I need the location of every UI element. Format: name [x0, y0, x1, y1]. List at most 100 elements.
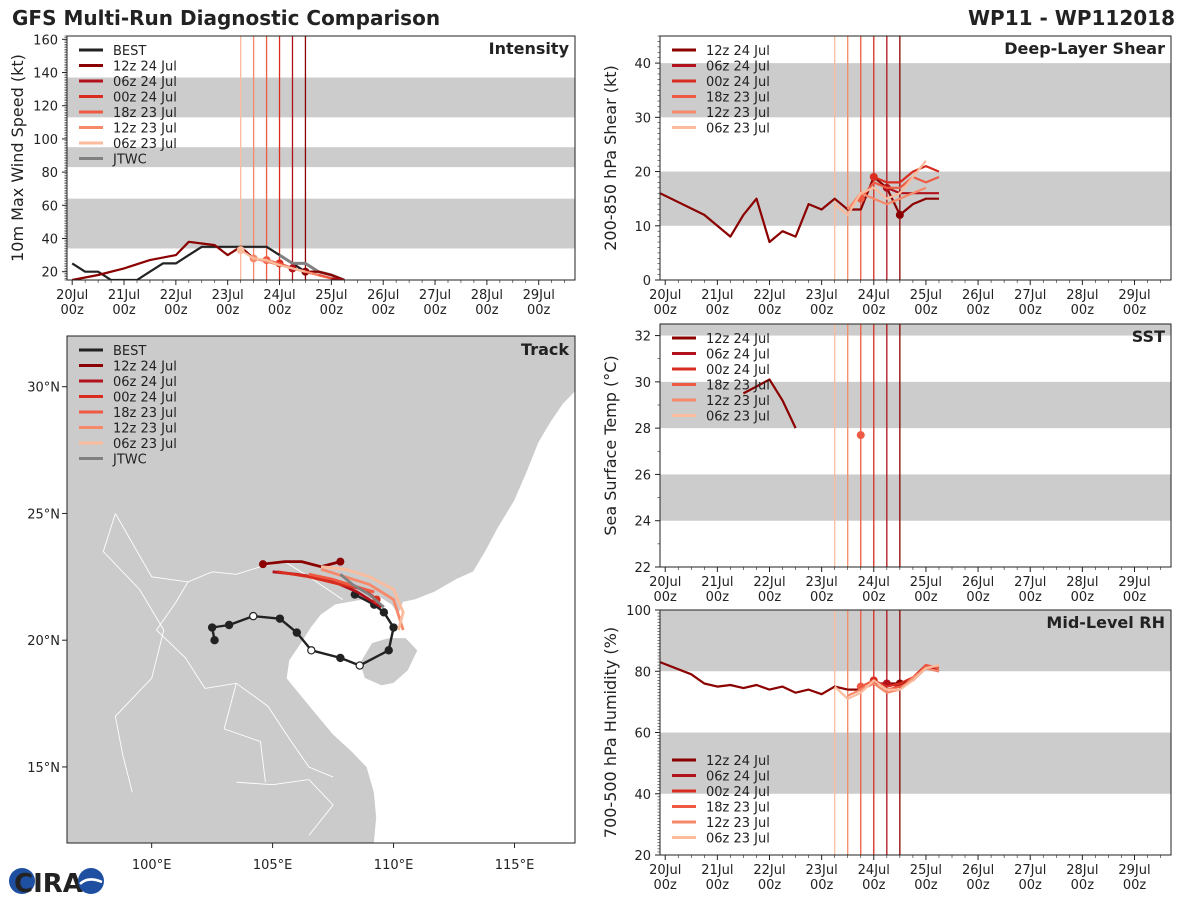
track-point [336, 557, 345, 566]
series-line [240, 249, 306, 273]
track-point [292, 628, 302, 637]
y-tick-label: 60 [41, 199, 58, 214]
legend-label: 12z 23 Jul [706, 106, 770, 121]
series-marker [856, 431, 865, 440]
x-tick-label: 115°E [495, 858, 535, 873]
x-tick-label: 27Jul [1014, 288, 1046, 303]
x-tick-label: 29Jul [1118, 863, 1150, 878]
y-tick-label: 20 [634, 166, 651, 181]
legend-label: 18z 23 Jul [706, 801, 770, 816]
x-tick-label: 00z [810, 303, 834, 318]
y-tick-label: 80 [634, 665, 651, 680]
y-tick-label: 22 [634, 561, 651, 576]
y-tick-label: 24 [634, 515, 651, 530]
x-tick-label: 00z [268, 303, 292, 318]
x-tick-label: 00z [966, 303, 990, 318]
legend-label: JTWC [112, 153, 147, 168]
y-axis-label: Sea Surface Temp (°C) [601, 355, 620, 535]
y-tick-label: 100 [33, 133, 58, 148]
track-line [308, 572, 375, 594]
legend-label: 12z 24 Jul [113, 60, 177, 75]
sst-panel: 22242628303220Jul00z21Jul00z22Jul00z23Ju… [601, 323, 1172, 605]
panel-title: Track [521, 340, 569, 359]
x-tick-label: 00z [758, 590, 782, 605]
y-tick-label: 60 [634, 727, 651, 742]
x-tick-label: 00z [706, 303, 730, 318]
x-tick-label: 26Jul [962, 863, 994, 878]
panel-title: Deep-Layer Shear [1004, 39, 1165, 58]
plot-frame [66, 35, 576, 281]
border-laos [155, 581, 334, 778]
x-tick-label: 22Jul [753, 863, 785, 878]
plot-area [660, 36, 1171, 280]
y-tick-label: 26 [634, 468, 651, 483]
logo-wave-icon [78, 868, 104, 894]
x-tick-label: 00z [1019, 590, 1043, 605]
threshold-band [660, 324, 1171, 336]
legend-label: 00z 24 Jul [113, 91, 177, 106]
land-hainan [359, 637, 419, 687]
x-tick-label: 00z [1071, 303, 1095, 318]
legend-label: JTWC [112, 453, 147, 468]
series-marker [869, 172, 878, 181]
x-tick-label: 00z [706, 590, 730, 605]
legend-label: 12z 24 Jul [113, 360, 177, 375]
x-tick-label: 24Jul [858, 863, 890, 878]
series-marker [236, 246, 245, 255]
track-point [307, 646, 316, 655]
land-edge [574, 538, 575, 552]
threshold-band [67, 147, 575, 168]
series-line [742, 378, 797, 429]
track-point [207, 623, 217, 632]
legend-label: 06z 24 Jul [113, 375, 177, 390]
legend-label: 12z 23 Jul [113, 122, 177, 137]
plot-area [660, 610, 1171, 855]
y-axis-label: 700-500 hPa Humidity (%) [601, 627, 620, 838]
x-tick-label: 26Jul [962, 288, 994, 303]
intensity-panel: 2040608010012014016020Jul00z21Jul00z22Ju… [8, 33, 576, 318]
threshold-band [660, 171, 1171, 226]
track-panel: 100°E 105°E 110°E 115°E 15°N 20°N 25°N 30°N Trac… [27, 335, 576, 873]
border-thailand-laos [223, 683, 266, 783]
x-tick-label: 22Jul [160, 288, 192, 303]
x-tick-label: 00z [1123, 590, 1147, 605]
legend-label: 12z 23 Jul [113, 422, 177, 437]
x-tick-label: 00z [914, 590, 938, 605]
x-tick-label: 22Jul [753, 575, 785, 590]
rh-panel: 2040608010020Jul00z21Jul00z22Jul00z23Jul… [601, 604, 1172, 893]
x-tick-label: 00z [654, 303, 678, 318]
x-tick-label: 00z [862, 878, 886, 893]
y-tick-label: 10 [634, 220, 651, 235]
x-tick-label: 00z [810, 878, 834, 893]
legend-label: 12z 24 Jul [706, 754, 770, 769]
y-tick-label: 32 [634, 330, 651, 345]
legend-label: 18z 23 Jul [113, 106, 177, 121]
plot-frame [659, 323, 1172, 568]
x-tick-label: 25Jul [910, 575, 942, 590]
threshold-band [67, 198, 575, 249]
legend-label: 06z 23 Jul [113, 437, 177, 452]
track-point [379, 608, 389, 617]
x-tick-label: 00z [372, 303, 396, 318]
legend-label: 06z 23 Jul [706, 122, 770, 137]
x-tick-label: 24Jul [263, 288, 295, 303]
x-tick-label: 24Jul [858, 288, 890, 303]
x-tick-label: 100°E [132, 858, 172, 873]
track-point [210, 636, 219, 645]
x-tick-label: 20Jul [649, 863, 681, 878]
x-tick-label: 26Jul [367, 288, 399, 303]
panel-title: Mid-Level RH [1046, 613, 1165, 632]
x-tick-label: 27Jul [1014, 863, 1046, 878]
x-tick-label: 21Jul [701, 288, 733, 303]
logo-text: CIRA [14, 869, 83, 899]
logo-wave-stroke [79, 878, 103, 885]
logo-globe-icon [9, 868, 35, 894]
x-tick-label: 22Jul [753, 288, 785, 303]
track-point [384, 646, 393, 655]
x-tick-label: 25Jul [910, 863, 942, 878]
y-tick-label: 25°N [27, 507, 60, 522]
storm-id: WP11 - WP112018 [968, 6, 1175, 30]
x-tick-label: 28Jul [1066, 288, 1098, 303]
legend-label: 00z 24 Jul [706, 75, 770, 90]
